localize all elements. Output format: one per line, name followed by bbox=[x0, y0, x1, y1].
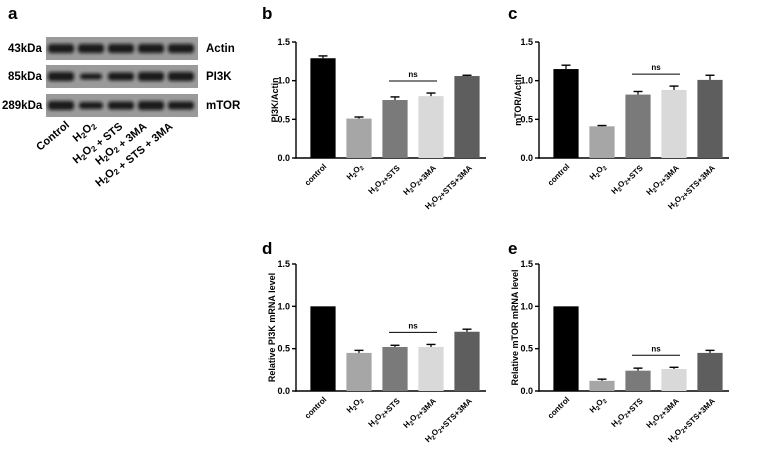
x-category-label: H2O2 bbox=[588, 162, 609, 183]
x-category-label: H2O2+STS bbox=[610, 395, 646, 431]
blot-band bbox=[78, 44, 104, 53]
blot-band bbox=[168, 44, 194, 53]
bar-b-1 bbox=[346, 118, 372, 158]
blot-protein-mtor: mTOR bbox=[206, 100, 241, 112]
blot-band bbox=[48, 72, 74, 81]
ns-label: ns bbox=[651, 63, 661, 72]
bar-b-4 bbox=[454, 76, 480, 158]
bar-b-0 bbox=[310, 58, 336, 158]
bar-e-3 bbox=[661, 368, 687, 391]
y-axis-label: Relative mTOR mRNA level bbox=[510, 269, 520, 385]
bar-d-0 bbox=[310, 306, 336, 391]
y-tick-label: 1.0 bbox=[520, 301, 533, 311]
blot-mw-actin: 43kDa bbox=[8, 43, 42, 55]
x-category-label: H2O2+3MA bbox=[645, 162, 681, 198]
y-tick-label: 1.0 bbox=[520, 76, 533, 86]
x-category-label: control bbox=[303, 395, 329, 421]
bar-d-2 bbox=[382, 346, 408, 391]
y-axis-label: mTOR/Actin bbox=[513, 74, 523, 126]
bar-c-2 bbox=[625, 94, 651, 158]
y-tick-label: 0.0 bbox=[277, 386, 290, 396]
bar-chart-b: b 0.0 0.5 1.0 1.5 PI3K/Actin control H2O2H2O2+S… bbox=[262, 4, 486, 211]
y-tick-label: 0.0 bbox=[520, 386, 533, 396]
y-tick-label: 0.5 bbox=[277, 344, 290, 354]
x-category-label: H2O2 bbox=[345, 395, 366, 416]
blot-band bbox=[138, 44, 164, 53]
x-category-label: H2O2+3MA bbox=[645, 395, 681, 431]
western-blot-panel: a 43kDa 85kDa 289kDa Actin PI3K mTOR Con… bbox=[2, 4, 241, 189]
y-axis-label: Relative PI3K mRNA level bbox=[267, 273, 277, 382]
bar-e-1 bbox=[589, 380, 615, 391]
bar-c-3 bbox=[661, 89, 687, 158]
y-tick-label: 1.5 bbox=[520, 37, 533, 47]
blot-band bbox=[108, 101, 134, 110]
y-tick-label: 0.5 bbox=[520, 114, 533, 124]
x-category-label: H2O2 bbox=[588, 395, 609, 416]
blot-band bbox=[108, 72, 134, 81]
ns-label: ns bbox=[408, 321, 418, 330]
ns-label: ns bbox=[408, 70, 418, 79]
bar-e-2 bbox=[625, 370, 651, 391]
blot-band bbox=[138, 101, 164, 110]
x-category-label: H2O2+STS bbox=[610, 162, 646, 198]
panel-letter-e: e bbox=[508, 239, 517, 258]
y-tick-label: 0.0 bbox=[520, 153, 533, 163]
blot-band bbox=[168, 101, 194, 110]
bar-c-0 bbox=[553, 69, 579, 158]
bar-d-4 bbox=[454, 331, 480, 391]
blot-band bbox=[48, 101, 74, 110]
x-category-label: control bbox=[546, 162, 572, 188]
y-tick-label: 1.0 bbox=[277, 76, 290, 86]
ns-label: ns bbox=[651, 344, 661, 353]
x-category-label: H2O2+3MA bbox=[402, 162, 438, 198]
bar-e-0 bbox=[553, 306, 579, 391]
y-tick-label: 1.5 bbox=[520, 259, 533, 269]
x-category-label: H2O2+STS bbox=[367, 162, 403, 198]
bar-d-1 bbox=[346, 352, 372, 391]
blot-lane-label: H2O2 bbox=[71, 119, 99, 146]
panel-letter-c: c bbox=[508, 4, 517, 23]
y-tick-label: 0.5 bbox=[520, 344, 533, 354]
x-category-label: control bbox=[546, 395, 572, 421]
bar-chart-c: c 0.0 0.5 1.0 1.5 mTOR/Actin control H2O2H2O2+S… bbox=[508, 4, 729, 211]
y-axis-label: PI3K/Actin bbox=[270, 77, 280, 122]
x-category-label: control bbox=[303, 162, 329, 188]
blot-lane-label: Control bbox=[34, 119, 72, 153]
blot-band bbox=[168, 72, 194, 81]
x-category-label: H2O2+STS bbox=[367, 395, 403, 431]
bar-b-2 bbox=[382, 100, 408, 158]
y-tick-label: 1.5 bbox=[277, 259, 290, 269]
panel-letter-a: a bbox=[8, 4, 18, 23]
panel-letter-d: d bbox=[262, 239, 272, 258]
blot-mw-pi3k: 85kDa bbox=[8, 71, 42, 83]
y-tick-label: 1.5 bbox=[277, 37, 290, 47]
blot-mw-mtor: 289kDa bbox=[2, 100, 43, 112]
bar-d-3 bbox=[418, 346, 444, 391]
x-category-label: H2O2+3MA bbox=[402, 395, 438, 431]
blot-band bbox=[108, 44, 134, 53]
bar-b-3 bbox=[418, 96, 444, 158]
blot-band bbox=[79, 102, 103, 109]
bar-e-4 bbox=[697, 352, 723, 391]
blot-band bbox=[80, 73, 102, 80]
y-tick-label: 0.0 bbox=[277, 153, 290, 163]
blot-bands bbox=[48, 44, 194, 110]
bar-c-1 bbox=[589, 126, 615, 158]
blot-band bbox=[48, 44, 74, 53]
blot-protein-actin: Actin bbox=[206, 43, 235, 55]
x-category-label: H2O2 bbox=[345, 162, 366, 183]
bar-c-4 bbox=[697, 79, 723, 158]
y-tick-label: 0.5 bbox=[277, 114, 290, 124]
blot-band bbox=[138, 72, 164, 81]
blot-protein-pi3k: PI3K bbox=[206, 71, 232, 83]
y-tick-label: 1.0 bbox=[277, 301, 290, 311]
panel-letter-b: b bbox=[262, 4, 272, 23]
